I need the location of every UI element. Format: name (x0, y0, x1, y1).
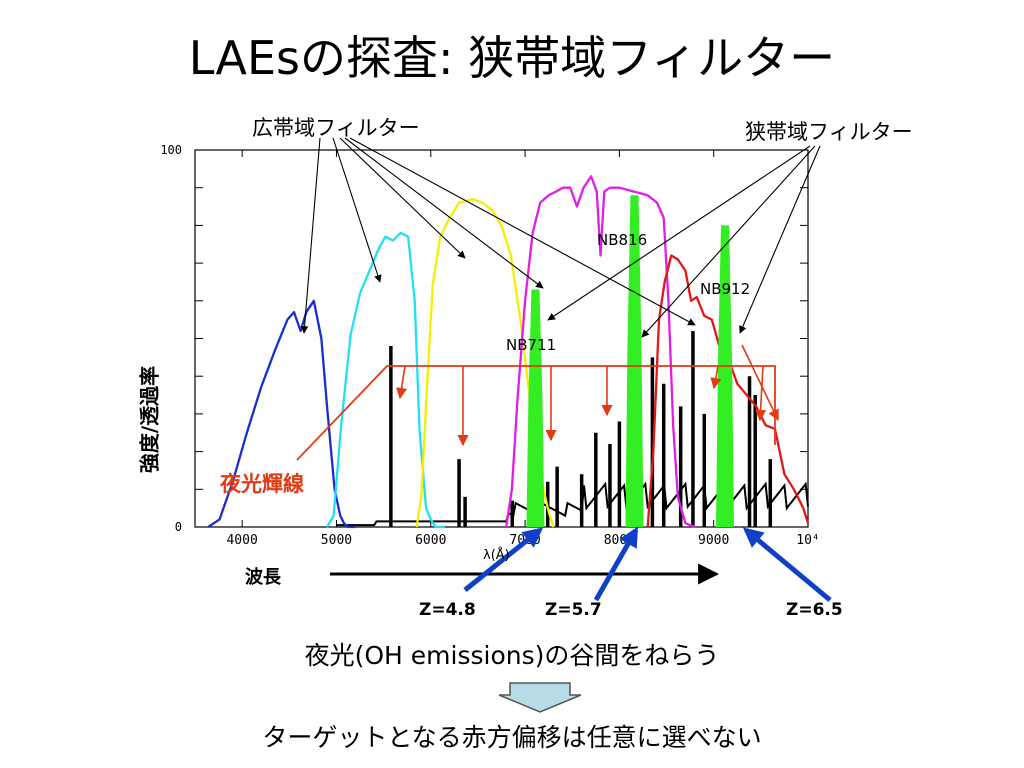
redshift-note: ターゲットとなる赤方偏移は任意に選べない (262, 723, 762, 752)
broadband-callout-arrow (344, 137, 544, 289)
redshift-arrow (463, 527, 544, 592)
sky-lines-bracket (296, 365, 776, 461)
x-tick-label: 9000 (698, 533, 729, 548)
narrowband-filter-NB711 (526, 289, 545, 527)
x-axis-label: λ(Å) (483, 548, 510, 563)
filter-curve-cyan (326, 231, 445, 529)
nb816-label: NB816 (597, 231, 648, 249)
broadband-callout-arrow (339, 137, 466, 259)
nb711-label: NB711 (506, 336, 557, 354)
nb912-label: NB912 (700, 280, 751, 298)
narrowband-callout-arrow (641, 145, 816, 338)
broadband-callout-arrow (300, 137, 321, 334)
narrowband-filter-label: 狭帯域フィルター (745, 120, 913, 144)
broadband-filter-label: 広帯域フィルター (252, 116, 420, 140)
narrowband-callout-arrow (547, 145, 811, 321)
broadband-callout-arrow (332, 137, 382, 283)
narrowband-filter-NB912 (716, 225, 735, 527)
x-tick-label: 5000 (321, 533, 352, 548)
sky-lines-label: 夜光輝線 (220, 472, 304, 496)
narrowband-callout-arrow (739, 145, 821, 334)
redshift-arrow (742, 527, 832, 602)
narrowband-filter-NB816 (625, 195, 644, 528)
sky-line-arrow (396, 365, 408, 400)
filter-curve-blue (207, 299, 356, 529)
page-title: LAEsの探査: 狭帯域フィルター (188, 31, 836, 85)
redshift-arrow (593, 526, 639, 602)
x-tick-label: 6000 (415, 533, 446, 548)
redshift-label-4.8: Z=4.8 (419, 600, 476, 620)
x-tick-label: 4000 (226, 533, 257, 548)
sky-line-arrow (754, 365, 767, 422)
y-tick-label: 0 (175, 520, 182, 534)
x-tick-label: 10⁴ (796, 533, 819, 548)
sky-line-arrow (710, 365, 722, 390)
redshift-label-6.5: Z=6.5 (786, 600, 843, 620)
sky-continuum (336, 481, 809, 527)
oh-emission-note: 夜光(OH emissions)の谷間をねらう (304, 641, 720, 670)
broadband-callout-arrow (349, 137, 696, 326)
filter-curve-red (646, 254, 810, 528)
y-tick-label: 100 (160, 143, 182, 157)
wavelength-label: 波長 (245, 567, 281, 588)
sky-line-arrow (741, 344, 779, 422)
redshift-label-5.7: Z=5.7 (545, 600, 602, 620)
